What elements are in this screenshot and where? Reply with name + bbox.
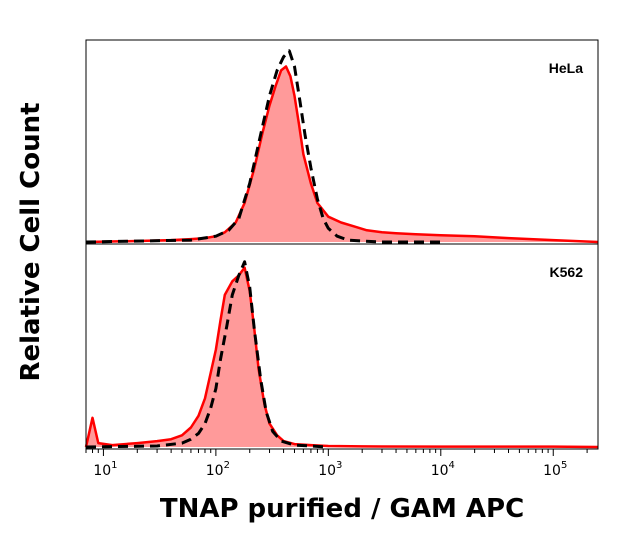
panel-1-control-line xyxy=(85,49,441,244)
x-tick-label: 103 xyxy=(318,460,342,479)
x-axis-title: TNAP purified / GAM APC xyxy=(160,494,524,524)
panel-2-label: K562 xyxy=(550,264,584,280)
panel-1-sample-fill xyxy=(86,66,598,242)
panel-1-label: HeLa xyxy=(549,60,583,76)
panel-2-sample-line xyxy=(84,266,599,449)
y-axis-title: Relative Cell Count xyxy=(16,102,46,381)
panel-1-frame xyxy=(85,39,599,245)
x-tick-label: 105 xyxy=(543,460,567,479)
panel-2-frame xyxy=(85,243,599,450)
panel-2-control-line xyxy=(85,260,329,449)
panel-1-sample-line xyxy=(85,65,599,244)
x-tick-label: 104 xyxy=(431,460,455,479)
x-tick-label: 101 xyxy=(93,460,117,479)
panel-2-sample-fill xyxy=(86,267,598,447)
x-tick-label: 102 xyxy=(206,460,230,479)
